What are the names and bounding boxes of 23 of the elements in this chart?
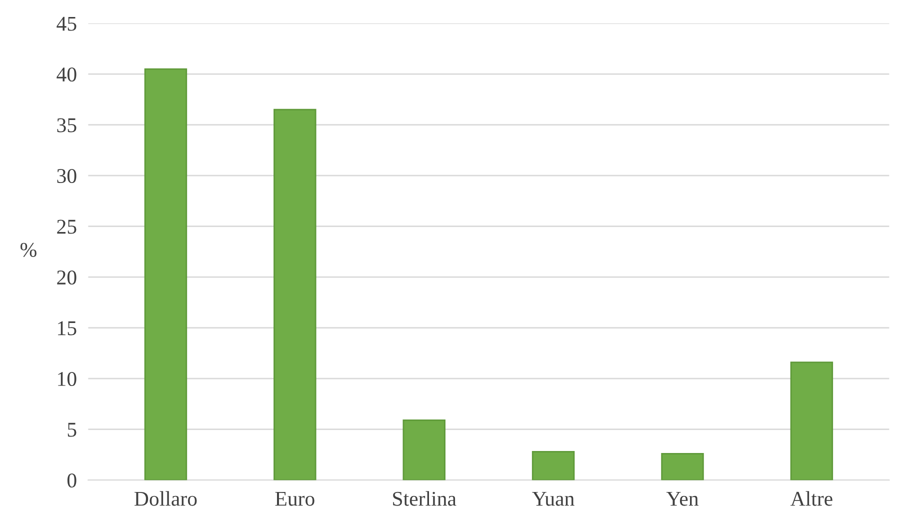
x-tick-label: Yen [666,492,698,506]
y-tick-label: 5 [68,422,76,437]
bar [274,108,316,480]
bar [402,420,446,480]
x-tick-label: Yuan [532,492,574,506]
x-tick-label: Dollaro [134,491,197,506]
y-tick-label: 25 [57,220,76,234]
bar [661,452,704,480]
x-tick-label: Euro [275,492,314,506]
y-tick-label: 10 [58,372,76,386]
x-tick-label: Altre [790,491,832,506]
bar [790,362,834,480]
bar [144,68,188,480]
y-axis-title: % [20,242,36,257]
y-tick-label: 45 [56,16,76,31]
y-tick-label: 0 [67,473,76,488]
y-tick-label: 20 [57,270,76,285]
y-tick-label: 35 [57,118,76,132]
y-tick-label: 30 [57,168,76,184]
y-tick-label: 40 [56,67,76,82]
y-tick-label: 15 [58,321,76,336]
x-tick-label: Sterlina [393,491,456,506]
bar [532,450,575,480]
